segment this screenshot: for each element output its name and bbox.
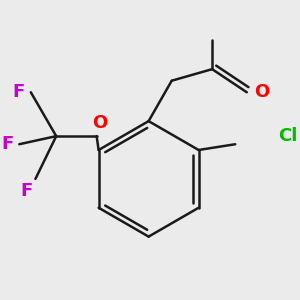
Text: F: F <box>20 182 33 200</box>
Text: F: F <box>13 83 25 101</box>
Text: O: O <box>254 83 269 101</box>
Text: O: O <box>92 114 107 132</box>
Text: Cl: Cl <box>278 127 298 145</box>
Text: F: F <box>1 135 13 153</box>
